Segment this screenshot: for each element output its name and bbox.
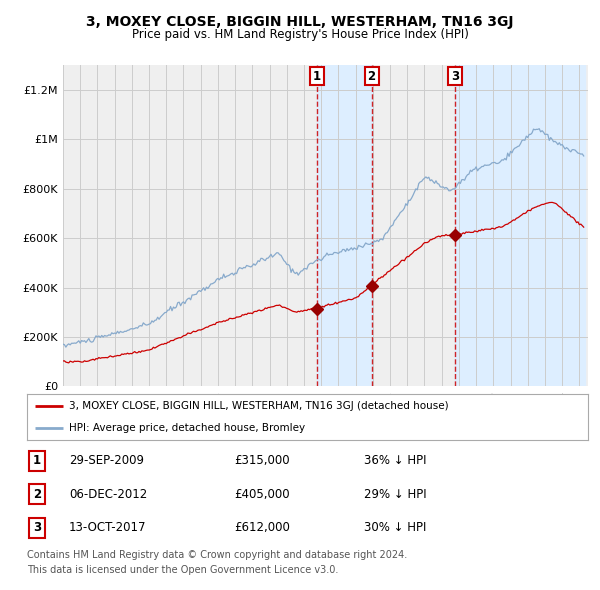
Text: Contains HM Land Registry data © Crown copyright and database right 2024.: Contains HM Land Registry data © Crown c… — [27, 550, 407, 560]
Text: 2: 2 — [33, 487, 41, 501]
Text: This data is licensed under the Open Government Licence v3.0.: This data is licensed under the Open Gov… — [27, 565, 338, 575]
Text: £612,000: £612,000 — [235, 521, 290, 534]
Text: 29% ↓ HPI: 29% ↓ HPI — [364, 487, 426, 501]
Text: 13-OCT-2017: 13-OCT-2017 — [69, 521, 146, 534]
Text: 06-DEC-2012: 06-DEC-2012 — [69, 487, 148, 501]
Text: HPI: Average price, detached house, Bromley: HPI: Average price, detached house, Brom… — [69, 423, 305, 433]
Text: 3, MOXEY CLOSE, BIGGIN HILL, WESTERHAM, TN16 3GJ: 3, MOXEY CLOSE, BIGGIN HILL, WESTERHAM, … — [86, 15, 514, 29]
Bar — [455, 65, 586, 386]
Text: 3: 3 — [451, 70, 459, 83]
Bar — [317, 65, 371, 386]
Text: 30% ↓ HPI: 30% ↓ HPI — [364, 521, 426, 534]
Text: £315,000: £315,000 — [235, 454, 290, 467]
Text: 3: 3 — [33, 521, 41, 534]
Text: 3, MOXEY CLOSE, BIGGIN HILL, WESTERHAM, TN16 3GJ (detached house): 3, MOXEY CLOSE, BIGGIN HILL, WESTERHAM, … — [69, 401, 449, 411]
Text: £405,000: £405,000 — [235, 487, 290, 501]
Text: 29-SEP-2009: 29-SEP-2009 — [69, 454, 144, 467]
Text: Price paid vs. HM Land Registry's House Price Index (HPI): Price paid vs. HM Land Registry's House … — [131, 28, 469, 41]
Text: 1: 1 — [33, 454, 41, 467]
Text: 2: 2 — [368, 70, 376, 83]
Text: 36% ↓ HPI: 36% ↓ HPI — [364, 454, 426, 467]
Text: 1: 1 — [313, 70, 321, 83]
